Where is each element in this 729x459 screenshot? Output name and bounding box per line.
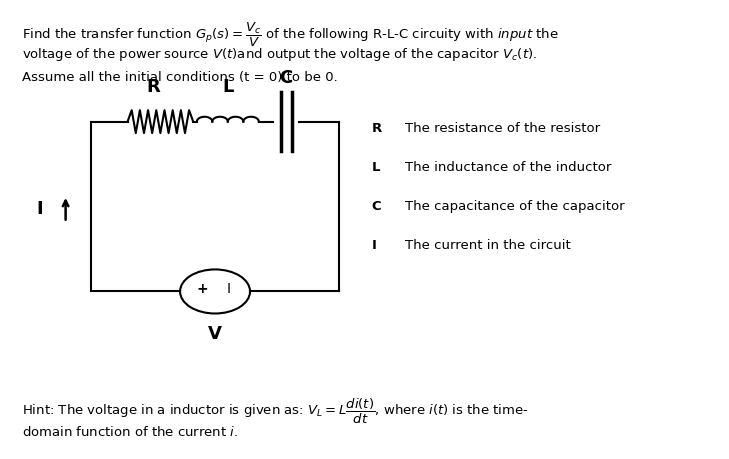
Text: domain function of the current $i$.: domain function of the current $i$. [22,425,238,439]
Text: Find the transfer function $G_p(s) = \dfrac{V_c}{V}$ of the following R-L-C circ: Find the transfer function $G_p(s) = \df… [22,21,558,49]
Text: Assume all the initial conditions (t = 0) to be 0.: Assume all the initial conditions (t = 0… [22,71,338,84]
Text: I: I [372,239,377,252]
Text: +: + [196,282,208,296]
Text: C: C [279,69,293,87]
Text: V: V [208,325,222,343]
Text: L: L [222,78,233,96]
Text: I: I [226,282,230,296]
Text: C: C [372,200,381,213]
Text: The inductance of the inductor: The inductance of the inductor [405,161,611,174]
Text: L: L [372,161,381,174]
Text: The resistance of the resistor: The resistance of the resistor [405,122,600,135]
Text: Hint: The voltage in a inductor is given as: $V_L = L\dfrac{di(t)}{dt}$, where $: Hint: The voltage in a inductor is given… [22,397,529,426]
Text: R: R [372,122,382,135]
Text: The current in the circuit: The current in the circuit [405,239,570,252]
Text: I: I [36,200,44,218]
Text: R: R [147,78,160,96]
Text: The capacitance of the capacitor: The capacitance of the capacitor [405,200,624,213]
Text: voltage of the power source $V(t)$and output the voltage of the capacitor $V_c(t: voltage of the power source $V(t)$and ou… [22,46,537,63]
